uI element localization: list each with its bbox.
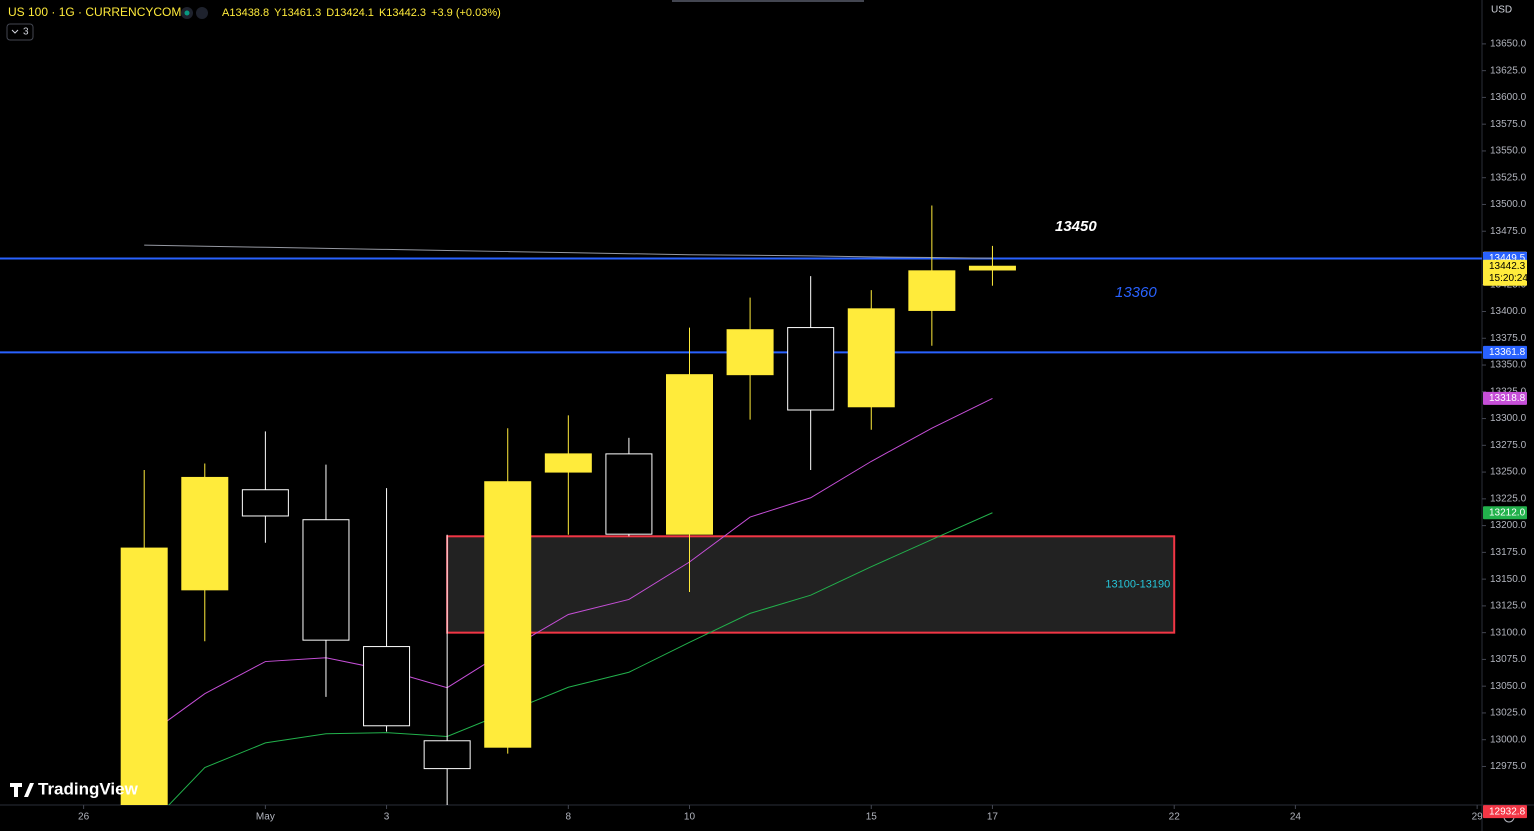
- zone-label: 13100-13190: [1105, 578, 1170, 590]
- y-tick-label: 13050.0: [1490, 681, 1527, 692]
- candle-body: [787, 327, 835, 411]
- candle-body: [181, 476, 229, 591]
- x-tick-label: 8: [566, 812, 572, 823]
- price-label-bg: [1483, 805, 1527, 819]
- annotation: 13450: [1055, 218, 1097, 235]
- annotation: 13360: [1115, 284, 1157, 301]
- y-tick-label: 13075.0: [1490, 654, 1527, 665]
- y-tick-label: 13400.0: [1490, 306, 1527, 317]
- x-tick-label: 15: [866, 812, 878, 823]
- y-tick-label: 13650.0: [1490, 39, 1527, 50]
- x-tick-label: 29: [1472, 812, 1484, 823]
- price-label: 12932.8: [1489, 806, 1526, 817]
- y-tick-label: 13200.0: [1490, 520, 1527, 531]
- candle-body: [908, 270, 956, 311]
- y-tick-label: 13125.0: [1490, 601, 1527, 612]
- currency[interactable]: USD: [1491, 5, 1512, 16]
- y-tick-label: 13250.0: [1490, 467, 1527, 478]
- candle-body: [665, 374, 713, 535]
- y-tick-label: 13625.0: [1490, 65, 1527, 76]
- indicator-line: [144, 244, 993, 259]
- y-tick-label: 13000.0: [1490, 734, 1527, 745]
- price-label-bg: [1483, 345, 1527, 359]
- price-label: 13361.8: [1489, 347, 1526, 358]
- candle-body: [423, 740, 471, 770]
- y-tick-label: 13100.0: [1490, 627, 1527, 638]
- ohlc-value: K13442.3: [379, 7, 426, 19]
- x-tick-label: 10: [684, 812, 696, 823]
- candle-body: [968, 265, 1016, 271]
- y-tick-label: 13375.0: [1490, 333, 1527, 344]
- indicator-toggle[interactable]: [6, 23, 34, 41]
- price-label: 13212.0: [1489, 507, 1526, 518]
- indicator-line: [168, 512, 993, 805]
- candle-body: [605, 453, 653, 535]
- ohlc-value: D13424.1: [326, 7, 374, 19]
- y-tick-label: 13500.0: [1490, 199, 1527, 210]
- candle-body: [302, 519, 350, 641]
- candle-body: [484, 481, 532, 748]
- y-tick-label: 13025.0: [1490, 708, 1527, 719]
- y-tick-label: 13600.0: [1490, 92, 1527, 103]
- x-tick-label: 17: [987, 812, 999, 823]
- zone-box: [446, 535, 1176, 634]
- symbol-title: US 100 · 1G · CURRENCYCOM: [8, 5, 181, 19]
- y-tick-label: 13525.0: [1490, 172, 1527, 183]
- candle-body: [847, 308, 895, 408]
- candle-body: [241, 489, 289, 517]
- indicator-line: [143, 397, 993, 738]
- y-tick-label: 13475.0: [1490, 226, 1527, 237]
- x-tick-label: May: [256, 812, 275, 823]
- price-label-bg: [1483, 506, 1527, 520]
- top-handle: [672, 0, 864, 2]
- candle-body: [363, 646, 411, 727]
- y-tick-label: 13150.0: [1490, 574, 1527, 585]
- y-tick-label: 13575.0: [1490, 119, 1527, 130]
- status-icon[interactable]: [196, 7, 208, 19]
- y-tick-label: 13225.0: [1490, 493, 1527, 504]
- ohlc-value: +3.9 (+0.03%): [431, 7, 501, 19]
- price-label: 13318.8: [1489, 393, 1526, 404]
- y-tick-label: 13175.0: [1490, 547, 1527, 558]
- candle-body: [726, 329, 774, 376]
- x-tick-label: 22: [1169, 812, 1181, 823]
- candle-body: [120, 547, 168, 805]
- countdown: 15:20:24: [1489, 273, 1528, 284]
- watermark: TradingView: [38, 779, 139, 798]
- status-dot-inner: [184, 10, 190, 16]
- price-label: 13442.3: [1489, 261, 1526, 272]
- x-tick-label: 26: [78, 812, 90, 823]
- chevron: [11, 29, 19, 34]
- ohlc-value: A13438.8: [222, 7, 269, 19]
- x-tick-label: 3: [384, 812, 390, 823]
- y-tick-label: 13550.0: [1490, 146, 1527, 157]
- y-tick-label: 13275.0: [1490, 440, 1527, 451]
- candle-body: [544, 453, 592, 473]
- ohlc-value: Y13461.3: [274, 7, 321, 19]
- x-tick-label: 24: [1290, 812, 1302, 823]
- indicator-count: 3: [23, 27, 29, 38]
- logo: [10, 783, 34, 797]
- plot-area: 13100-13190: [0, 205, 1482, 805]
- price-label: 13449.5: [1489, 253, 1526, 264]
- price-label-bg: [1483, 391, 1527, 405]
- price-label-bg: [1483, 259, 1527, 286]
- y-tick-label: 13300.0: [1490, 413, 1527, 424]
- y-tick-label: 13350.0: [1490, 360, 1527, 371]
- y-tick-label: 12975.0: [1490, 761, 1527, 772]
